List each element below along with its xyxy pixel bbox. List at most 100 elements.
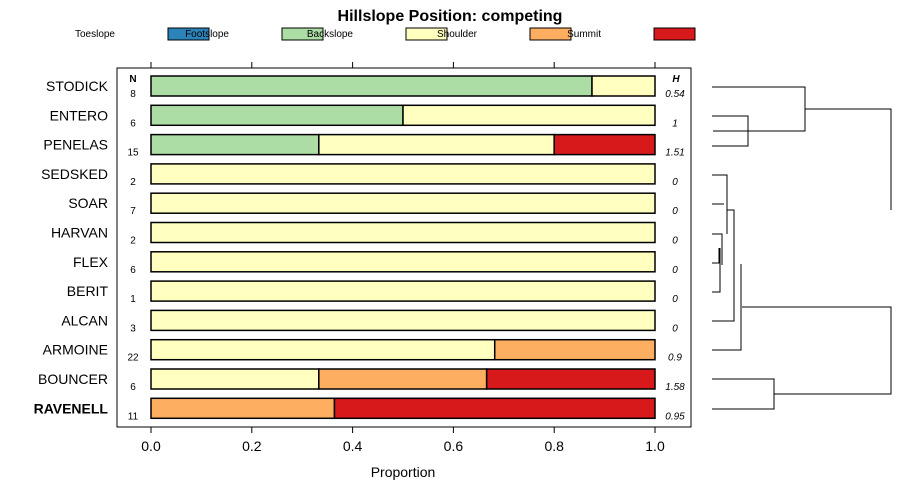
n-value: 15 [127,148,139,159]
h-value: 1 [672,118,678,129]
bar-segment-summit [333,397,656,420]
legend: Toeslope Footslope Backslope Shoulder Summit [75,27,696,41]
n-value: 6 [130,265,136,276]
category-label: ALCAN [61,312,108,328]
dendrogram-branch [712,248,721,293]
h-value: 0 [672,265,678,276]
h-value: 0 [672,236,678,247]
bar-segment-backslope [402,104,656,127]
n-value: 11 [128,411,139,422]
n-value: 8 [130,89,136,100]
x-tick-label: 0.4 [343,438,363,454]
category-label: SOAR [68,195,108,211]
bar-segment-shoulder [493,338,656,361]
bar-segment-shoulder [318,368,488,390]
bar-segment-backslope [591,75,656,97]
legend-label-summit: Summit [567,29,601,40]
h-value: 0.9 [668,353,682,364]
n-value: 2 [130,177,136,188]
bar-segment-backslope [318,133,555,156]
category-label: ARMOINE [43,342,108,358]
category-label: BOUNCER [38,371,108,387]
legend-label-shoulder: Shoulder [437,29,478,40]
category-label: PENELAS [43,137,108,153]
legend-swatch-shoulder [529,27,572,41]
row-bouncer: BOUNCER 6 1.58 [38,368,685,393]
x-tick-label: 0.0 [141,438,161,454]
dendrogram [712,86,892,410]
dendrogram-branch [712,248,720,264]
n-value: 7 [130,206,136,217]
plot-frame [116,67,692,428]
legend-label-backslope: Backslope [307,29,354,40]
bar-segment-backslope [150,309,656,332]
n-value: 1 [130,294,136,305]
n-value: 2 [130,236,136,247]
h-value: 0 [672,206,678,217]
legend-swatch-backslope [405,27,448,41]
x-axis: 0.0 0.2 0.4 0.6 0.8 1.0 [141,427,665,454]
h-value: 1.51 [665,148,684,159]
category-label: STODICK [46,78,109,94]
dendrogram-branch [712,378,775,410]
row-soar: SOAR 7 0 [68,192,678,217]
dendrogram-branch [712,86,806,132]
bar-segment-footslope [150,75,593,97]
dendrogram-branch [712,174,728,234]
n-value: 6 [130,118,136,129]
n-value: 22 [127,353,139,364]
bar-segment-backslope [150,280,656,302]
x-tick-label: 0.2 [242,438,262,454]
dendrogram-branch [712,264,742,351]
bar-segment-summit [553,133,656,156]
bar-segment-backslope [150,251,656,273]
dendrogram-branch [742,306,892,395]
x-tick-label: 0.6 [444,438,464,454]
h-value: 0 [672,294,678,305]
category-label: ENTERO [50,107,108,123]
row-entero: ENTERO 6 1 [50,104,678,129]
legend-label-toeslope: Toeslope [75,29,115,40]
bar-segment-footslope [150,104,404,127]
legend-swatch-footslope [281,27,324,41]
category-label: RAVENELL [34,400,109,416]
bar-segment-backslope [150,221,656,244]
legend-label-footslope: Footslope [185,29,229,40]
bar-segment-backslope [150,368,320,390]
bar-segment-backslope [150,338,496,361]
h-header: H [672,74,680,85]
n-value: 6 [130,382,136,393]
legend-swatch-toeslope [167,27,210,41]
row-armoine: ARMOINE 22 0.9 [43,338,682,364]
row-penelas: PENELAS 15 1.51 [43,133,685,159]
x-axis-title: Proportion [371,464,436,480]
row-harvan: HARVAN 2 0 [51,221,678,247]
n-value: 3 [130,323,136,334]
x-tick-label: 1.0 [645,438,665,454]
dendrogram-branch [805,108,892,210]
row-alcan: ALCAN 3 0 [61,309,678,334]
legend-swatch-summit [653,27,696,41]
dendrogram-branch [712,233,723,265]
bar-segment-summit [485,368,656,390]
row-ravenell: RAVENELL 11 0.95 [34,397,685,422]
bar-segment-backslope [150,163,656,185]
n-header: N [129,74,136,85]
top-axis-ticks [150,62,656,68]
category-label: SEDSKED [41,166,108,182]
dendrogram-branch [712,115,749,147]
bar-segment-shoulder [150,397,336,420]
chart-title: Hillslope Position: competing [338,8,563,25]
h-value: 0 [672,177,678,188]
h-value: 0 [672,323,678,334]
row-sedsked: SEDSKED 2 0 [41,163,678,188]
bar-segment-footslope [150,133,320,156]
category-label: HARVAN [51,225,108,241]
h-value: 0.95 [665,411,685,422]
row-flex: FLEX 6 0 [73,251,678,276]
row-berit: BERIT 1 0 [67,280,678,305]
bar-segment-backslope [150,192,656,214]
h-value: 0.54 [665,89,685,100]
h-value: 1.58 [665,382,685,393]
